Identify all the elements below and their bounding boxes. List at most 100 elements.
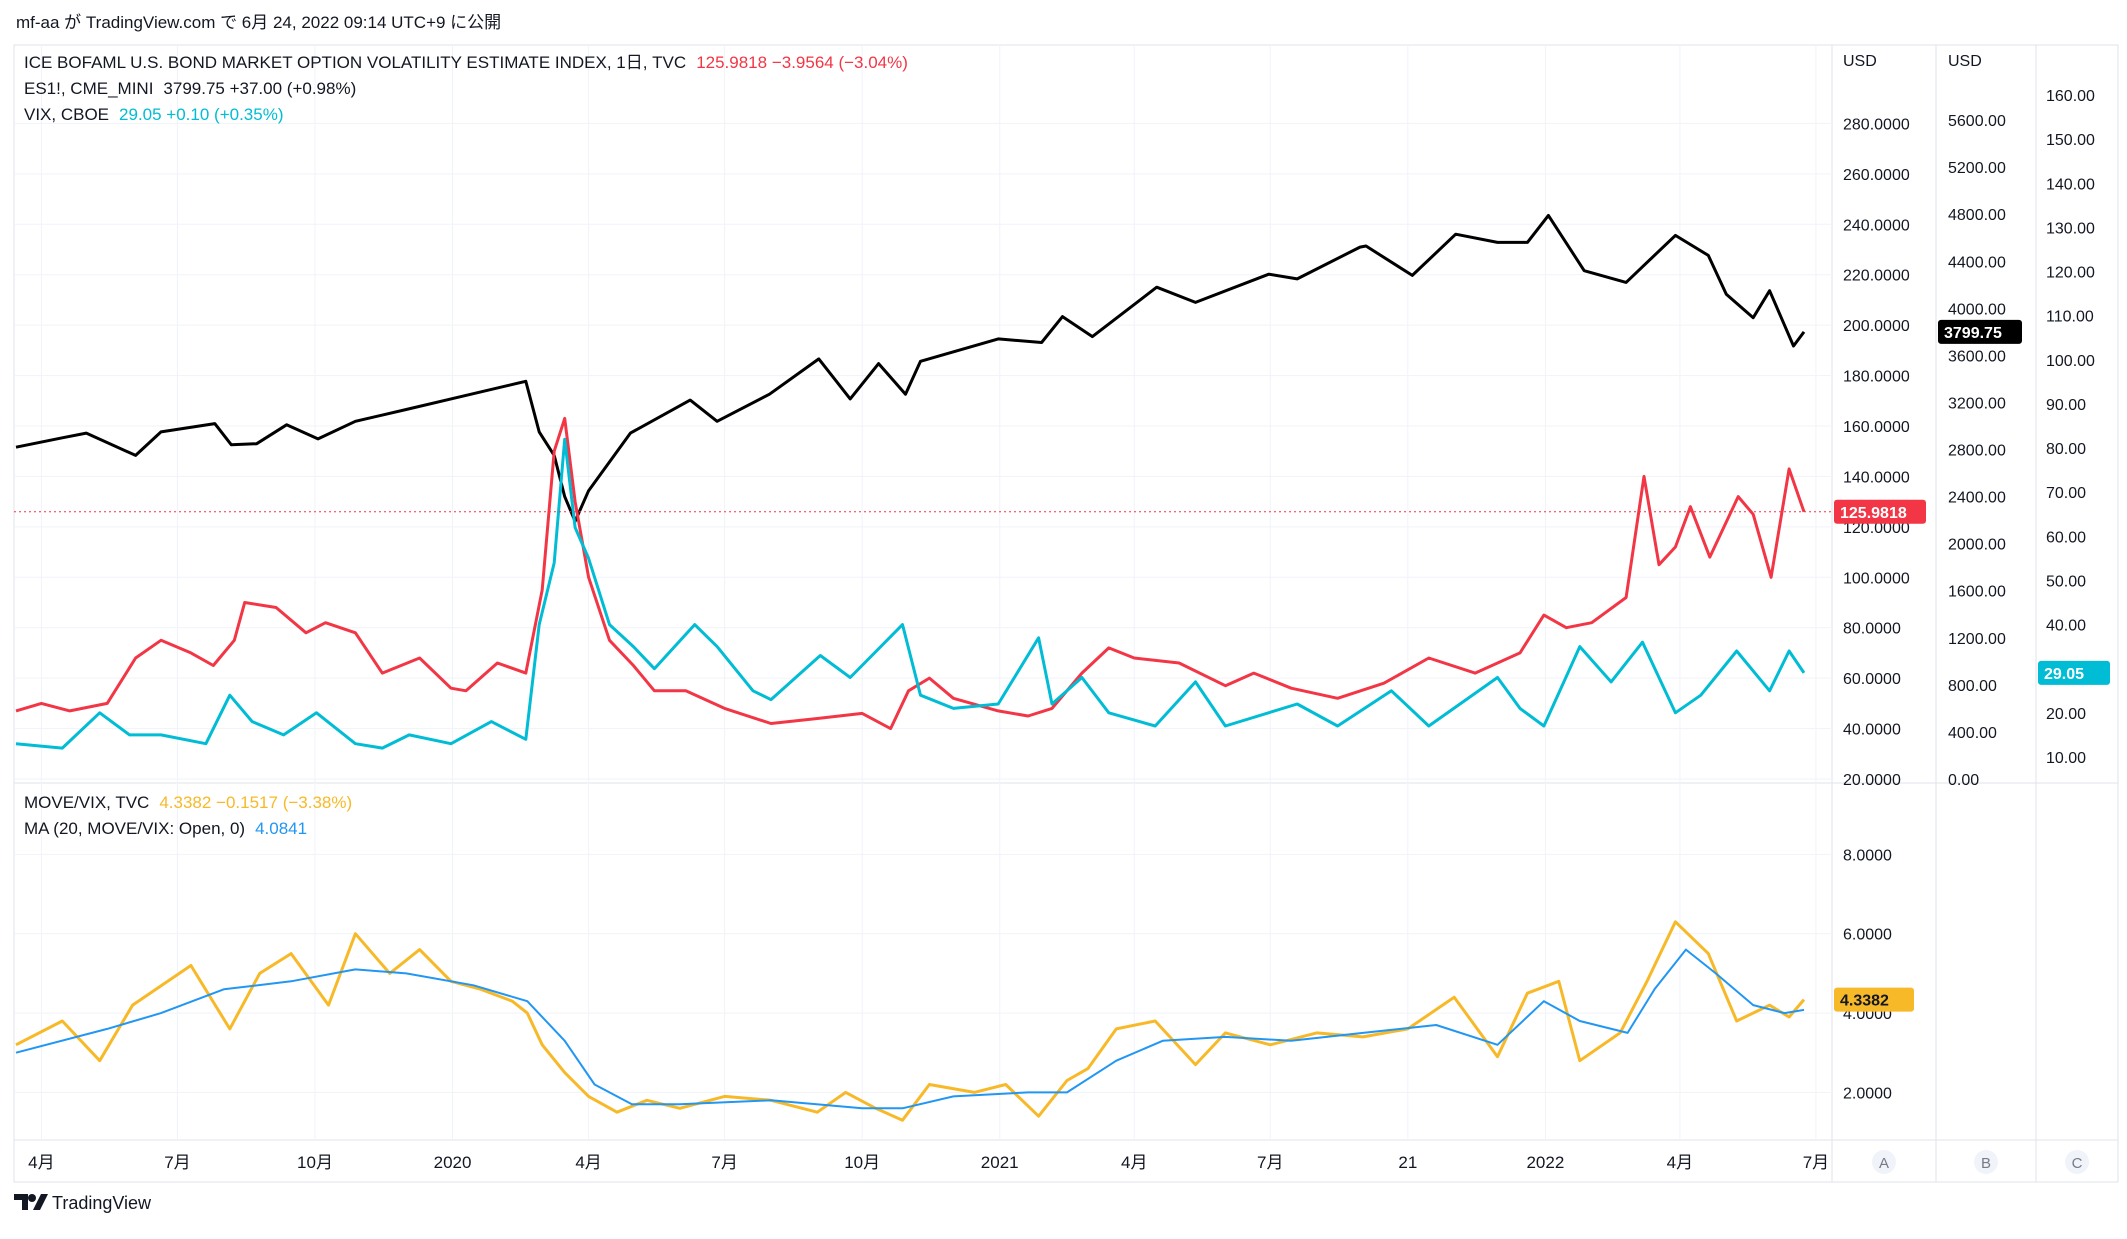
axis-c-tick: 110.00 [2046, 309, 2094, 326]
vix-last-price-badge-bg [2038, 660, 2110, 685]
x-axis-tick: 4月 [575, 1153, 601, 1172]
axis-c-tick: 150.00 [2046, 132, 2095, 149]
lower-legend-row[interactable]: MOVE/VIX, TVC 4.3382 −0.1517 (−3.38%) [24, 793, 352, 812]
tradingview-logo[interactable]: TradingView [14, 1193, 152, 1213]
axis-b-tick: 2800.00 [1948, 443, 2006, 460]
axis-b-tick: 2400.00 [1948, 490, 2006, 507]
x-axis-tick: 4月 [1121, 1153, 1147, 1172]
axis-b-tick: 5200.00 [1948, 160, 2006, 177]
axis-b-tick: 2000.00 [1948, 537, 2006, 554]
axis-b-tick: 400.00 [1948, 725, 1997, 742]
main-legend-values: 125.9818 −3.9564 (−3.04%) [696, 53, 908, 72]
x-axis-tick: 4月 [1667, 1153, 1693, 1172]
vix-last-price-badge: 29.05 [2044, 666, 2084, 683]
lower-legend-name: MOVE/VIX, TVC 4.3382 −0.1517 (−3.38%) [24, 793, 352, 812]
axis-c-tick: 50.00 [2046, 573, 2086, 590]
es-last-price-badge-bg [1938, 319, 2022, 344]
lower-legend-name: MA (20, MOVE/VIX: Open, 0) 4.0841 [24, 819, 307, 838]
x-axis-tick: 21 [1398, 1153, 1417, 1172]
series-es1--line [15, 213, 1806, 523]
axis-a-tick: 260.0000 [1843, 167, 1910, 184]
axis-c-tick: 130.00 [2046, 220, 2095, 237]
main-legend-name: ICE BOFAML U.S. BOND MARKET OPTION VOLAT… [24, 53, 908, 72]
axis-c-tick: 20.00 [2046, 706, 2086, 723]
axis-b-tick: 4800.00 [1948, 207, 2006, 224]
x-axis-tick: 4月 [28, 1153, 54, 1172]
scale-button-a[interactable] [1872, 1150, 1896, 1174]
main-legend-row[interactable]: ICE BOFAML U.S. BOND MARKET OPTION VOLAT… [24, 53, 908, 72]
axis-b-unit: USD [1948, 53, 1982, 70]
chart-frame [13, 44, 2119, 1183]
axis-c-tick: 10.00 [2046, 750, 2086, 767]
ratio-last-price-badge-bg [1834, 987, 1914, 1012]
axis-a-tick: 100.0000 [1843, 570, 1910, 587]
series-move-line [15, 416, 1806, 731]
main-legend-row[interactable]: ES1!, CME_MINI 3799.75 +37.00 (+0.98%) [24, 79, 356, 98]
axis-b-tick: 5600.00 [1948, 113, 2006, 130]
axis-c-tick: 60.00 [2046, 529, 2086, 546]
axis-c-tick: 40.00 [2046, 618, 2086, 635]
axis-c-tick: 160.00 [2046, 88, 2095, 105]
lower-axis-tick: 6.0000 [1843, 927, 1892, 944]
axis-b-tick: 1200.00 [1948, 631, 2006, 648]
axis-b-tick: 800.00 [1948, 678, 1997, 695]
axis-a-tick: 140.0000 [1843, 469, 1910, 486]
axis-c-tick: 140.00 [2046, 176, 2095, 193]
publish-caption[interactable]: mf-aa が TradingView.com で 6月 24, 2022 09… [16, 13, 501, 32]
axis-b-tick: 4000.00 [1948, 301, 2006, 318]
x-axis-tick: 2020 [434, 1153, 472, 1172]
axis-b-tick: 0.00 [1948, 772, 1979, 789]
axis-a-tick: 60.0000 [1843, 671, 1901, 688]
series-move-vix-line [15, 920, 1806, 1122]
axis-c-tick: 100.00 [2046, 353, 2095, 370]
axis-c-tick: 80.00 [2046, 441, 2086, 458]
main-legend-values: 3799.75 +37.00 (+0.98%) [163, 79, 356, 98]
x-axis-tick: 7月 [1803, 1153, 1829, 1172]
main-legend-values: 29.05 +0.10 (+0.35%) [119, 105, 283, 124]
axis-c-tick: 90.00 [2046, 397, 2086, 414]
axis-b-tick: 3600.00 [1948, 348, 2006, 365]
series-ma-line [15, 948, 1805, 1110]
lower-legend-row[interactable]: MA (20, MOVE/VIX: Open, 0) 4.0841 [24, 819, 307, 838]
lower-legend-values: 4.3382 −0.1517 (−3.38%) [159, 793, 352, 812]
scale-button-b[interactable] [1974, 1150, 1998, 1174]
lower-axis-tick: 8.0000 [1843, 847, 1892, 864]
axis-b-tick: 1600.00 [1948, 584, 2006, 601]
x-axis-tick: 2022 [1526, 1153, 1564, 1172]
x-axis-tick: 10月 [297, 1153, 333, 1172]
main-legend-name: VIX, CBOE 29.05 +0.10 (+0.35%) [24, 105, 284, 124]
lower-legend-values: 4.0841 [255, 819, 307, 838]
lower-axis-tick: 2.0000 [1843, 1085, 1892, 1102]
x-axis-tick: 7月 [164, 1153, 190, 1172]
scale-button-label: B [1981, 1155, 1991, 1172]
axis-b-tick: 4400.00 [1948, 254, 2006, 271]
tradingview-brand: TradingView [52, 1193, 152, 1213]
axis-a-tick: 80.0000 [1843, 621, 1901, 638]
axis-a-tick: 220.0000 [1843, 268, 1910, 285]
axis-c-tick: 70.00 [2046, 485, 2086, 502]
ratio-last-price-badge: 4.3382 [1840, 993, 1889, 1010]
x-axis-tick: 10月 [844, 1153, 880, 1172]
axis-a-tick: 280.0000 [1843, 116, 1910, 133]
axis-a-tick: 120.0000 [1843, 520, 1910, 537]
tradingview-logo-icon [14, 1194, 48, 1210]
axis-a-tick: 200.0000 [1843, 318, 1910, 335]
move-last-price-badge: 125.9818 [1840, 505, 1907, 522]
es-last-price-badge: 3799.75 [1944, 325, 2002, 342]
x-axis-tick: 7月 [1257, 1153, 1283, 1172]
axis-a-tick: 240.0000 [1843, 217, 1910, 234]
axis-a-tick: 40.0000 [1843, 722, 1901, 739]
scale-button-c[interactable] [2065, 1150, 2089, 1174]
scale-button-label: A [1879, 1155, 1889, 1172]
move-last-price-badge-bg [1834, 499, 1926, 524]
x-axis-tick: 7月 [711, 1153, 737, 1172]
axis-a-unit: USD [1843, 53, 1877, 70]
main-legend-name: ES1!, CME_MINI 3799.75 +37.00 (+0.98%) [24, 79, 356, 98]
series-vix-line [15, 437, 1806, 750]
axis-a-tick: 180.0000 [1843, 369, 1910, 386]
main-legend-row[interactable]: VIX, CBOE 29.05 +0.10 (+0.35%) [24, 105, 284, 124]
axis-a-tick: 20.0000 [1843, 772, 1901, 789]
axis-a-tick: 160.0000 [1843, 419, 1910, 436]
